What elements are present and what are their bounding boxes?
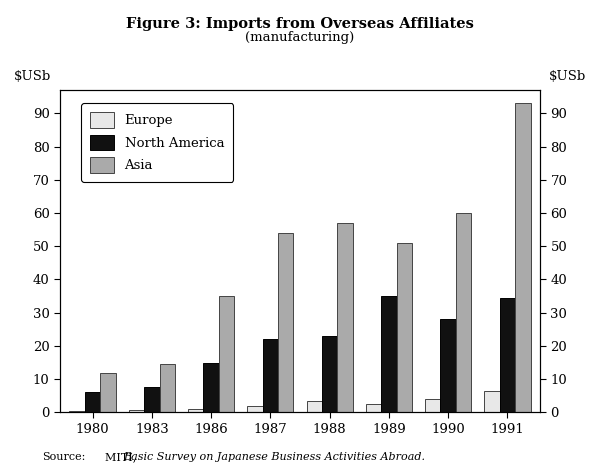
Text: Figure 3: Imports from Overseas Affiliates: Figure 3: Imports from Overseas Affiliat… [126, 17, 474, 31]
Bar [188, 409, 203, 412]
Legend: Europe, North America, Asia: Europe, North America, Asia [81, 103, 233, 182]
Bar [144, 387, 160, 412]
Bar [203, 363, 219, 412]
Text: MITI,: MITI, [105, 452, 140, 462]
Bar [500, 298, 515, 412]
Text: Basic Survey on Japanese Business Activities Abroad.: Basic Survey on Japanese Business Activi… [123, 452, 425, 462]
Bar [366, 404, 381, 412]
Bar [219, 296, 234, 412]
Bar [397, 243, 412, 412]
Bar [307, 401, 322, 412]
Bar [278, 233, 293, 412]
Bar [515, 103, 530, 412]
Text: $USb: $USb [549, 70, 586, 83]
Bar [263, 339, 278, 412]
Bar [440, 319, 456, 412]
Bar [160, 364, 175, 412]
Text: $USb: $USb [14, 70, 51, 83]
Bar [247, 406, 263, 412]
Bar [129, 410, 144, 412]
Bar [85, 392, 100, 412]
Bar [322, 336, 337, 412]
Bar [381, 296, 397, 412]
Bar [425, 399, 440, 412]
Bar [484, 391, 500, 412]
Text: (manufacturing): (manufacturing) [245, 31, 355, 44]
Text: Source:: Source: [42, 452, 85, 462]
Bar [456, 213, 471, 412]
Bar [100, 373, 116, 412]
Bar [70, 410, 85, 412]
Bar [337, 223, 353, 412]
